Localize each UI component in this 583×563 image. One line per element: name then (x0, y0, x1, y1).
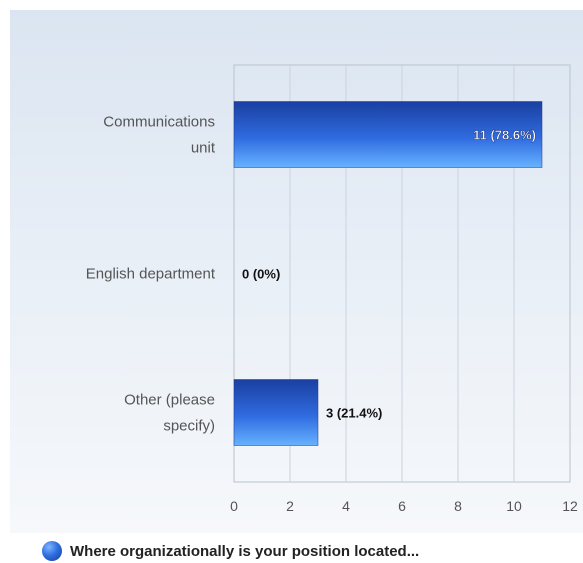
category-label: Communications (103, 114, 215, 131)
labels: 0 2 4 6 8 10 12 11 (78.6%) Communications unit 0 (… (86, 114, 578, 515)
x-tick-label: 4 (342, 498, 350, 514)
category-label: unit (191, 140, 216, 157)
x-tick-label: 0 (230, 498, 238, 514)
chart-panel: 0 2 4 6 8 10 12 11 (78.6%) Communications unit 0 (… (10, 10, 583, 533)
category-label: Other (please (124, 392, 215, 409)
x-tick-label: 2 (286, 498, 294, 514)
bar (233, 379, 319, 446)
x-tick-label: 6 (398, 498, 406, 514)
legend-swatch (42, 541, 62, 561)
legend-label: Where organizationally is your position … (70, 542, 420, 560)
category-label: specify) (163, 418, 215, 435)
data-label: 0 (0%) (242, 267, 280, 282)
x-tick-label: 8 (454, 498, 462, 514)
bar (233, 101, 543, 168)
data-label: 11 (78.6%) (473, 128, 536, 143)
x-tick-label: 10 (506, 498, 522, 514)
legend: Where organizationally is your position … (42, 541, 419, 561)
bars (233, 101, 543, 446)
data-label: 3 (21.4%) (326, 406, 382, 421)
category-label: English department (86, 266, 216, 283)
bar-chart: 0 2 4 6 8 10 12 11 (78.6%) Communications unit 0 (… (86, 64, 578, 515)
x-tick-label: 12 (562, 498, 578, 514)
